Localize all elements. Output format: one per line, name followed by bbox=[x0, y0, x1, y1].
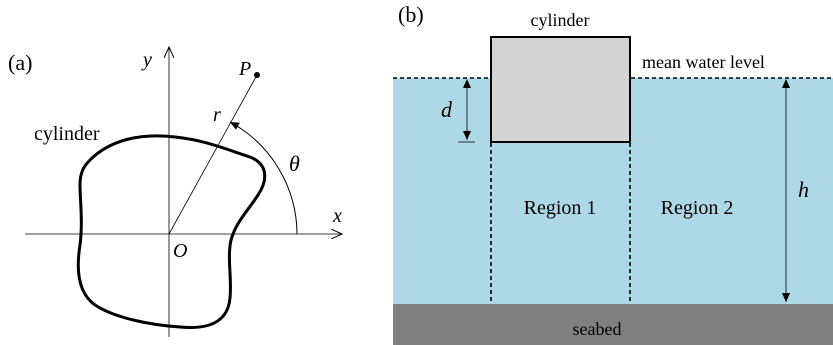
draft-label: d bbox=[441, 97, 453, 122]
panel-b: (b) seabed mean water level cylinder Reg… bbox=[393, 2, 833, 345]
x-axis-label: x bbox=[332, 205, 342, 227]
region-1-label: Region 1 bbox=[524, 197, 597, 219]
panel-b-label: (b) bbox=[398, 2, 424, 27]
point-p-dot bbox=[254, 72, 260, 78]
region-2-label: Region 2 bbox=[661, 197, 734, 219]
origin-label: O bbox=[173, 240, 187, 262]
cylinder-label-a: cylinder bbox=[34, 123, 100, 145]
point-p-label: P bbox=[238, 58, 251, 80]
y-axis-label: y bbox=[141, 49, 152, 71]
panel-a-label: (a) bbox=[8, 50, 32, 75]
radius-line bbox=[168, 74, 258, 235]
radius-label: r bbox=[213, 104, 221, 126]
seabed-label: seabed bbox=[573, 319, 622, 339]
cylinder-outline bbox=[76, 134, 267, 330]
cylinder-label-b: cylinder bbox=[531, 10, 590, 30]
cylinder-rect bbox=[490, 36, 631, 143]
seabed bbox=[393, 304, 833, 345]
angle-label: θ bbox=[289, 151, 300, 176]
panel-a: (a) x y cylinder P r θ O bbox=[8, 47, 342, 337]
depth-label: h bbox=[798, 177, 809, 202]
angle-arc bbox=[229, 121, 298, 235]
mean-water-level-label: mean water level bbox=[642, 52, 765, 72]
